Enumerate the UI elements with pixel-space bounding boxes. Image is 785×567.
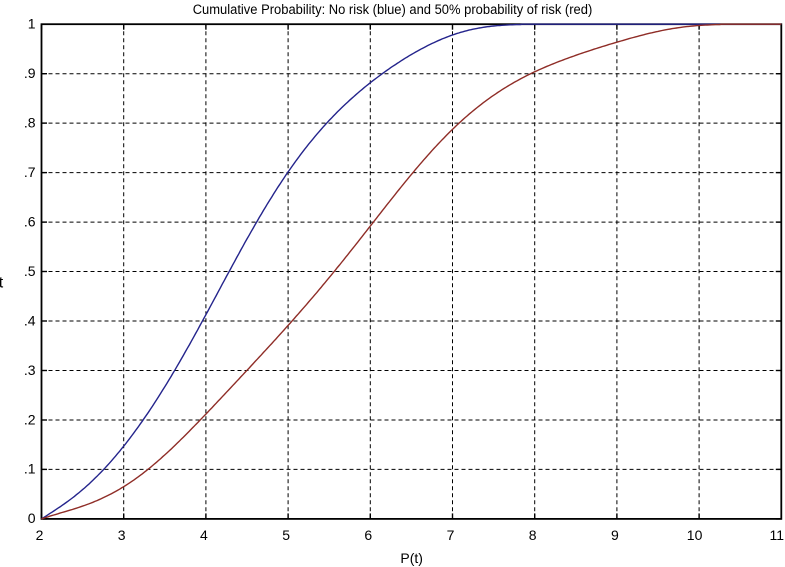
svg-text:3: 3 (118, 527, 126, 543)
svg-text:10: 10 (687, 527, 703, 543)
svg-text:1: 1 (28, 16, 36, 32)
svg-text:t: t (0, 275, 4, 292)
svg-text:Cumulative Probability: No ris: Cumulative Probability: No risk (blue) a… (193, 2, 593, 17)
svg-text:.4: .4 (24, 312, 36, 328)
svg-text:8: 8 (529, 527, 537, 543)
svg-text:.9: .9 (24, 65, 36, 81)
svg-text:7: 7 (447, 527, 455, 543)
svg-text:5: 5 (282, 527, 290, 543)
svg-text:9: 9 (611, 527, 619, 543)
svg-text:.2: .2 (24, 411, 36, 427)
svg-text:.8: .8 (24, 114, 36, 130)
svg-text:P(t): P(t) (400, 550, 423, 566)
svg-text:.1: .1 (24, 461, 36, 477)
svg-text:6: 6 (364, 527, 372, 543)
svg-text:0: 0 (28, 510, 36, 526)
svg-text:2: 2 (36, 527, 44, 543)
svg-text:.5: .5 (24, 263, 36, 279)
svg-text:.6: .6 (24, 213, 36, 229)
svg-text:.7: .7 (24, 164, 36, 180)
svg-text:4: 4 (200, 527, 208, 543)
svg-text:.3: .3 (24, 362, 36, 378)
svg-text:11: 11 (770, 527, 785, 543)
